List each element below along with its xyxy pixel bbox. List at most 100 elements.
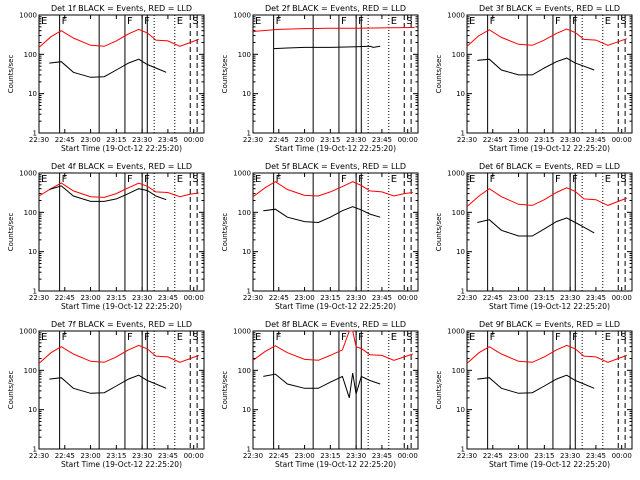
y-tick-label: 1000 (19, 170, 37, 178)
x-tick-label: 23:15 (320, 136, 340, 144)
x-tick-label: 00:00 (612, 136, 632, 144)
y-tick-label: 1 (33, 288, 37, 296)
event-marker-label: F (276, 16, 282, 27)
y-tick-label: 10 (242, 90, 251, 98)
plot-title: Det 3f BLACK = Events, RED = LLD (479, 4, 620, 13)
y-axis-label: Counts/sec (435, 55, 443, 94)
x-tick-label: 22:30 (243, 136, 263, 144)
event-marker-label: F (341, 16, 347, 27)
event-marker-label: E (41, 332, 47, 343)
event-marker-label: E (605, 16, 611, 27)
event-marker-label: E (605, 174, 611, 185)
y-tick-label: 10 (456, 90, 465, 98)
x-axis-label: Start Time (19-Oct-12 22:25:20) (489, 144, 610, 153)
x-tick-label: 23:00 (294, 294, 314, 302)
x-tick-label: 23:00 (508, 136, 528, 144)
event-marker-label: E (391, 174, 397, 185)
y-tick-label: 1000 (233, 170, 251, 178)
event-marker-label: F (555, 16, 561, 27)
y-tick-label: 1 (33, 130, 37, 138)
x-tick-label: 23:00 (294, 452, 314, 460)
x-tick-label: 23:45 (586, 294, 606, 302)
x-tick-label: 00:00 (398, 136, 418, 144)
plot-title: Det 5f BLACK = Events, RED = LLD (265, 162, 406, 171)
y-tick-label: 10 (28, 248, 37, 256)
event-marker-label: E (469, 16, 475, 27)
x-tick-label: 22:30 (243, 452, 263, 460)
x-axis-label: Start Time (19-Oct-12 22:25:20) (61, 460, 182, 469)
event-marker-label: E (391, 332, 397, 343)
x-tick-label: 22:30 (457, 452, 477, 460)
lld-rate-line (38, 344, 199, 364)
x-tick-label: 22:45 (55, 452, 75, 460)
x-tick-label: 23:45 (586, 136, 606, 144)
x-axis-label: Start Time (19-Oct-12 22:25:20) (489, 302, 610, 311)
x-tick-label: 22:45 (483, 136, 503, 144)
event-marker-label: S (620, 332, 626, 343)
x-tick-label: 00:00 (184, 452, 204, 460)
events-rate-line (477, 217, 595, 237)
detector-plot-9: Det 9f BLACK = Events, RED = LLDEFFFES22… (435, 320, 633, 469)
lld-rate-line (252, 27, 415, 32)
x-tick-label: 23:30 (560, 452, 580, 460)
x-tick-label: 00:00 (612, 294, 632, 302)
x-tick-label: 23:45 (158, 136, 178, 144)
y-axis-label: Counts/sec (221, 55, 229, 94)
x-tick-label: 23:45 (158, 452, 178, 460)
x-tick-label: 00:00 (398, 294, 418, 302)
x-tick-label: 22:30 (29, 452, 49, 460)
event-marker-label: S (620, 16, 626, 27)
x-tick-label: 00:00 (398, 452, 418, 460)
x-tick-label: 22:45 (269, 452, 289, 460)
x-axis-label: Start Time (19-Oct-12 22:25:20) (489, 460, 610, 469)
detector-plot-1: Det 1f BLACK = Events, RED = LLDEFFFES22… (7, 4, 205, 153)
y-tick-label: 1000 (19, 12, 37, 20)
x-tick-label: 22:45 (269, 136, 289, 144)
y-tick-label: 1000 (19, 328, 37, 336)
y-tick-label: 1000 (233, 328, 251, 336)
x-tick-label: 23:15 (534, 136, 554, 144)
y-axis-label: Counts/sec (7, 371, 15, 410)
plot-frame (252, 14, 419, 134)
x-tick-label: 23:00 (80, 452, 100, 460)
event-marker-label: F (127, 16, 133, 27)
lld-rate-line (252, 181, 413, 198)
y-tick-label: 10 (242, 406, 251, 414)
y-tick-label: 1000 (447, 328, 465, 336)
y-tick-label: 10 (242, 248, 251, 256)
event-marker-label: S (406, 332, 412, 343)
lld-rate-line (466, 187, 627, 207)
event-marker-label: E (177, 174, 183, 185)
event-marker-label: F (341, 332, 347, 343)
y-tick-label: 1000 (233, 12, 251, 20)
plot-title: Det 8f BLACK = Events, RED = LLD (265, 320, 406, 329)
event-marker-label: E (255, 16, 261, 27)
event-marker-label: F (62, 174, 68, 185)
y-tick-label: 100 (452, 51, 465, 59)
y-tick-label: 1 (461, 446, 465, 454)
y-tick-label: 100 (452, 367, 465, 375)
x-tick-label: 00:00 (184, 294, 204, 302)
events-rate-line (273, 45, 381, 50)
plot-title: Det 6f BLACK = Events, RED = LLD (479, 162, 620, 171)
event-marker-label: F (127, 174, 133, 185)
x-axis-label: Start Time (19-Oct-12 22:25:20) (61, 302, 182, 311)
y-tick-label: 100 (452, 209, 465, 217)
event-marker-label: S (192, 174, 198, 185)
x-tick-label: 00:00 (184, 136, 204, 144)
x-tick-label: 23:00 (508, 452, 528, 460)
event-marker-label: E (41, 16, 47, 27)
x-tick-label: 23:30 (346, 294, 366, 302)
y-tick-label: 1 (247, 446, 251, 454)
event-marker-label: F (341, 174, 347, 185)
events-rate-line (263, 373, 381, 398)
x-tick-label: 22:30 (457, 294, 477, 302)
x-tick-label: 23:00 (80, 136, 100, 144)
x-tick-label: 23:30 (346, 136, 366, 144)
x-tick-label: 00:00 (612, 452, 632, 460)
y-tick-label: 100 (238, 51, 251, 59)
x-tick-label: 22:45 (483, 294, 503, 302)
events-rate-line (263, 206, 381, 224)
y-tick-label: 10 (456, 248, 465, 256)
